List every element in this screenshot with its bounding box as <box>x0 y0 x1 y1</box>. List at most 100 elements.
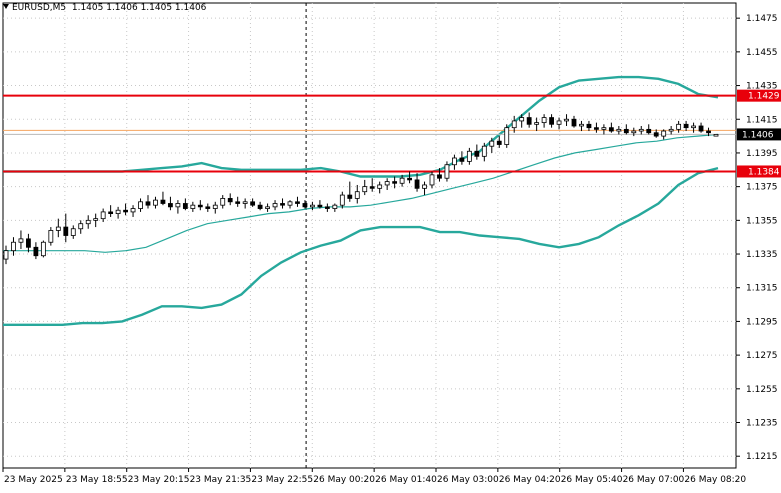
candle-body <box>182 203 188 209</box>
candle-body <box>474 150 480 157</box>
candle-body <box>168 203 173 208</box>
level-label-box <box>737 89 781 102</box>
y-tick-label: 1.1215 <box>746 452 778 462</box>
candle-body <box>3 250 9 260</box>
y-tick-label: 1.1235 <box>746 419 778 429</box>
current-price-label: 1.1406 <box>742 130 774 140</box>
candle-body <box>347 194 353 199</box>
candle-body <box>205 206 211 209</box>
candle-body <box>197 204 203 208</box>
x-tick-label: 26 May 00:20 <box>313 475 375 485</box>
chart-header: EURUSD,M5 1.1405 1.1406 1.1405 1.1406 <box>3 3 206 17</box>
x-tick-label: 26 May 05:40 <box>561 475 623 485</box>
candle-body <box>26 238 31 248</box>
y-tick-label: 1.1375 <box>746 183 778 193</box>
bollinger-middle-line <box>3 133 719 253</box>
candle-body <box>526 117 532 125</box>
candle-body <box>691 125 696 129</box>
x-tick-label: 26 May 08:20 <box>684 475 746 485</box>
x-tick-label: 23 May 18:55 <box>66 475 128 485</box>
candle-body <box>175 203 181 208</box>
candle-body <box>85 219 91 225</box>
candle-body <box>392 181 398 184</box>
candle-body <box>153 199 158 206</box>
candle-body <box>250 201 256 206</box>
candle-body <box>631 130 637 134</box>
candle-body <box>317 204 323 208</box>
candle-body <box>466 150 472 162</box>
candle-body <box>444 164 450 179</box>
bollinger-lower-line <box>3 166 719 326</box>
candle-body <box>235 201 241 204</box>
candle-body <box>422 184 427 189</box>
candle-body <box>70 228 76 236</box>
candle-body <box>459 157 465 162</box>
candle-body <box>399 177 405 184</box>
x-tick-label: 26 May 04:20 <box>499 475 561 485</box>
candle-body <box>280 203 285 206</box>
dropdown-triangle-icon[interactable] <box>3 4 9 9</box>
x-tick-label: 26 May 07:00 <box>623 475 685 485</box>
y-tick-label: 1.1315 <box>746 284 778 294</box>
candle-body <box>384 181 390 186</box>
x-tick-label: 26 May 03:00 <box>437 475 499 485</box>
candle-body <box>519 117 525 122</box>
candle-body <box>713 134 719 137</box>
candle-body <box>564 118 569 122</box>
candle-body <box>123 209 128 213</box>
candle-body <box>489 140 495 147</box>
symbol-label: EURUSD,M5 <box>12 3 67 13</box>
candle-body <box>668 128 674 132</box>
candle-body <box>138 201 143 209</box>
x-tick-label: 23 May 20:15 <box>128 475 190 485</box>
candle-body <box>220 198 226 206</box>
candle-body <box>369 186 375 189</box>
candle-body <box>78 223 84 230</box>
candle-body <box>541 117 547 124</box>
candle-body <box>534 122 540 125</box>
y-tick-label: 1.1255 <box>746 385 778 395</box>
candle-body <box>115 209 121 214</box>
candle-body <box>511 120 517 129</box>
y-tick-label: 1.1295 <box>746 317 778 327</box>
candle-body <box>556 120 562 125</box>
candle-body <box>504 127 510 145</box>
candle-body <box>706 130 711 134</box>
candle-body <box>698 125 704 132</box>
candle-body <box>579 123 584 127</box>
candle-body <box>55 226 61 231</box>
candle-body <box>683 123 689 129</box>
candle-body <box>227 198 233 203</box>
candle-body <box>608 127 614 132</box>
candle-body <box>310 204 315 208</box>
bollinger-upper-line <box>3 75 719 178</box>
candle-body <box>40 241 46 257</box>
y-tick-label: 1.1395 <box>746 149 778 159</box>
candle-body <box>332 204 338 209</box>
level-label: 1.1429 <box>748 92 780 102</box>
candle-body <box>676 123 682 130</box>
candle-body <box>265 206 270 209</box>
x-tick-label: 23 May 2025 <box>4 475 63 485</box>
candle-body <box>33 246 39 257</box>
y-tick-label: 1.1275 <box>746 351 778 361</box>
level-label-box <box>737 165 781 178</box>
candle-body <box>429 174 435 186</box>
candle-body <box>302 203 308 208</box>
x-tick-label: 23 May 22:55 <box>251 475 313 485</box>
candle-body <box>638 128 644 132</box>
level-label: 1.1384 <box>748 167 780 177</box>
candle-body <box>287 201 293 206</box>
candle-body <box>295 201 300 204</box>
candle-body <box>190 204 196 209</box>
candle-body <box>100 211 106 220</box>
candle-body <box>377 184 383 189</box>
candle-body <box>242 201 248 204</box>
candle-body <box>496 140 502 145</box>
candle-body <box>623 128 629 134</box>
candle-body <box>549 117 554 125</box>
candle-body <box>48 230 54 243</box>
candle-body <box>586 123 592 129</box>
